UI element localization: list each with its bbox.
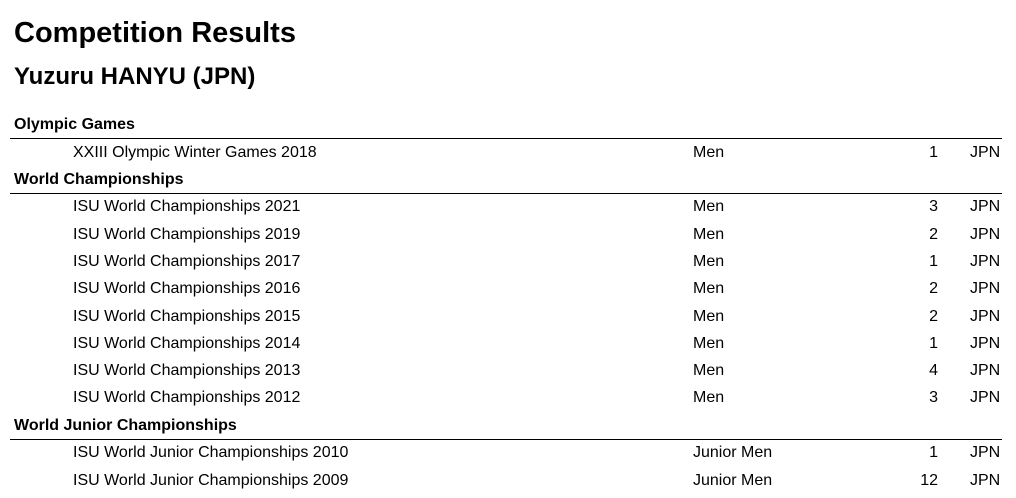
section-rule: [10, 138, 1002, 139]
rank: 3: [929, 389, 938, 407]
nation: JPN: [970, 334, 1001, 352]
section-rule: [10, 438, 1002, 440]
event: ISU World Championships 2021: [73, 198, 301, 216]
rank: 1: [929, 444, 938, 462]
rank: 2: [929, 225, 938, 243]
nation: JPN: [970, 307, 1001, 325]
section-header: World Junior Championships: [14, 416, 237, 434]
category: Men: [693, 389, 725, 407]
rank: 2: [929, 307, 938, 325]
category: Junior Men: [693, 444, 773, 462]
nation: JPN: [970, 252, 1001, 270]
event: ISU World Championships 2013: [73, 362, 301, 380]
rank: 3: [929, 198, 938, 216]
nation: JPN: [970, 198, 1001, 216]
event: ISU World Championships 2015: [73, 307, 301, 325]
event: XXIII Olympic Winter Games 2018: [73, 143, 317, 161]
nation: JPN: [970, 444, 1001, 462]
event: ISU World Championships 2014: [73, 334, 301, 352]
nation: JPN: [970, 471, 1001, 489]
rank: 1: [929, 334, 938, 352]
category: Men: [693, 143, 725, 161]
category: Men: [693, 225, 725, 243]
section-header: Olympic Games: [14, 116, 135, 133]
nation: JPN: [970, 280, 1001, 298]
nation: JPN: [970, 362, 1001, 380]
event: ISU World Championships 2019: [73, 225, 301, 243]
category: Men: [693, 252, 725, 270]
category: Men: [693, 362, 725, 380]
rank: 12: [920, 471, 938, 489]
nation: JPN: [970, 143, 1001, 161]
nation: JPN: [970, 389, 1001, 407]
rank: 4: [929, 362, 938, 380]
category: Men: [693, 334, 725, 352]
category: Men: [693, 280, 725, 298]
event: ISU World Championships 2017: [73, 252, 301, 270]
event: ISU World Junior Championships 2010: [73, 444, 349, 462]
nation: JPN: [970, 225, 1001, 243]
event: ISU World Championships 2016: [73, 280, 301, 298]
rank: 1: [929, 143, 938, 161]
subtitle: Yuzuru HANYU (JPN): [14, 63, 256, 90]
category: Junior Men: [693, 471, 773, 489]
event: ISU World Championships 2012: [73, 389, 301, 407]
rank: 1: [929, 252, 938, 270]
category: Men: [693, 198, 725, 216]
rank: 2: [929, 280, 938, 298]
category: Men: [693, 307, 725, 325]
event: ISU World Junior Championships 2009: [73, 471, 349, 489]
section-rule: [10, 192, 1002, 194]
section-header: World Championships: [14, 170, 184, 188]
title: Competition Results: [14, 17, 296, 49]
